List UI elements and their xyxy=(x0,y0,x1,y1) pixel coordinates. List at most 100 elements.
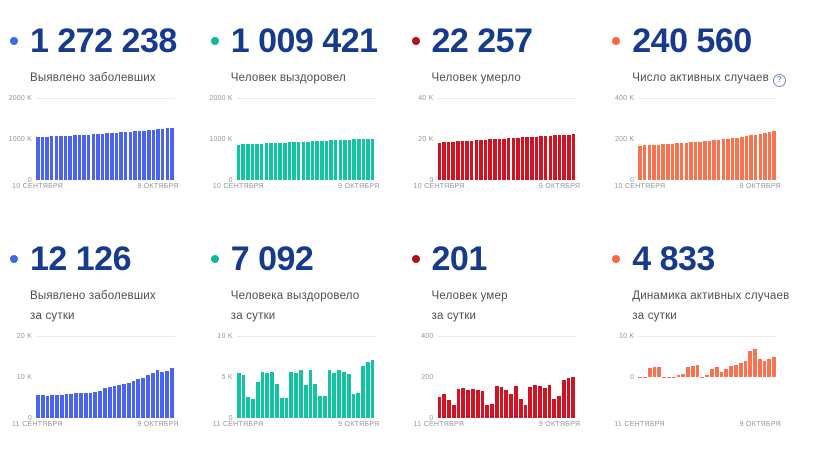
chart-bar xyxy=(456,388,461,418)
chart-bar xyxy=(506,138,511,180)
chart-x-axis: 11 СЕНТЯБРЯ 9 ОКТЯБРЯ xyxy=(414,421,581,428)
chart-bar xyxy=(137,131,142,180)
chart-bar xyxy=(36,137,40,180)
chart-bar xyxy=(657,366,662,377)
chart-bar xyxy=(479,140,483,180)
stat-label-line1: Выявлено заболевших xyxy=(30,72,156,84)
chart-bar xyxy=(474,140,479,180)
x-axis-start-label: 10 СЕНТЯБРЯ xyxy=(212,183,264,190)
stat-label-line2: за сутки xyxy=(230,310,276,322)
y-axis-tick-label: 1000 K xyxy=(8,135,32,143)
chart-bar xyxy=(712,140,716,180)
stat-dot xyxy=(10,37,18,45)
stat-label-line2: за сутки xyxy=(431,310,477,322)
chart-bar xyxy=(246,144,250,180)
y-axis-tick-label: 200 xyxy=(421,373,434,381)
chart-bar xyxy=(343,139,347,180)
chart-bar xyxy=(83,392,88,418)
chart-bar xyxy=(566,378,571,418)
stat-value: 7 092 xyxy=(230,239,314,278)
x-axis-start-label: 10 СЕНТЯБРЯ xyxy=(12,183,64,190)
stat-card: 22 257 Человек умерло 10 СЕНТЯБРЯ 9 ОКТЯ… xyxy=(410,22,607,240)
chart-bar xyxy=(107,387,112,418)
chart-bar xyxy=(447,399,451,418)
chart-bar xyxy=(55,395,59,418)
y-axis-tick-label: 20 K xyxy=(16,332,32,340)
chart-bar xyxy=(466,390,470,418)
chart-bar xyxy=(676,374,681,377)
chart-bar xyxy=(351,394,356,418)
chart-bar xyxy=(352,139,356,180)
chart-bar xyxy=(333,140,338,180)
chart-bar xyxy=(539,136,543,180)
chart-bar xyxy=(638,377,643,378)
chart-bar xyxy=(370,138,375,180)
chart-bar xyxy=(283,142,287,180)
chart-bar xyxy=(451,405,456,418)
chart-bar xyxy=(461,388,466,418)
chart-bar xyxy=(671,377,676,378)
chart-bar xyxy=(110,133,114,180)
chart-bar xyxy=(165,128,170,180)
stat-headline: 4 833 xyxy=(610,240,807,278)
chart-bar xyxy=(721,139,726,180)
chart-bar xyxy=(241,144,245,180)
x-axis-end-label: 9 ОКТЯБРЯ xyxy=(538,183,581,190)
chart-bar xyxy=(366,138,370,180)
chart-bar xyxy=(296,141,301,180)
chart-bar xyxy=(726,138,730,180)
chart-bar xyxy=(294,373,298,418)
stat-label-line1: Человек умер xyxy=(431,290,508,302)
daily-bar-chart: 10 СЕНТЯБРЯ 9 ОКТЯБРЯ 2000 K 1000 K 0 xyxy=(209,94,406,194)
chart-bar xyxy=(748,351,753,377)
chart-bar xyxy=(370,359,375,418)
stat-value: 1 272 238 xyxy=(30,21,177,60)
x-axis-end-label: 9 ОКТЯБРЯ xyxy=(338,183,380,190)
chart-bar xyxy=(69,393,74,418)
x-axis-end-label: 9 ОКТЯБРЯ xyxy=(739,183,781,190)
daily-bar-chart: 10 СЕНТЯБРЯ 9 ОКТЯБРЯ 2000 K 1000 K 0 xyxy=(8,94,205,194)
chart-bar xyxy=(557,135,562,180)
stat-value: 1 009 421 xyxy=(230,21,378,60)
chart-bar xyxy=(146,374,150,418)
chart-bar xyxy=(442,394,447,418)
chart-bar xyxy=(236,373,241,418)
chart-bar xyxy=(571,134,576,180)
daily-bar-chart: 11 СЕНТЯБРЯ 9 ОКТЯБРЯ 20 K 10 K 0 xyxy=(8,332,205,432)
chart-bar xyxy=(518,399,523,418)
chart-bar xyxy=(86,134,91,180)
chart-bar xyxy=(251,398,255,418)
stat-label-line2: за сутки xyxy=(30,310,75,322)
chart-bar xyxy=(499,387,504,418)
chart-bar xyxy=(710,369,714,377)
y-axis-tick-label: 40 K xyxy=(418,94,434,102)
chart-bar xyxy=(642,145,647,180)
stat-label: Человека выздоровело за сутки xyxy=(231,286,406,326)
chart-bar xyxy=(679,143,684,180)
chart-bar xyxy=(45,395,50,418)
daily-bar-chart: 10 СЕНТЯБРЯ 9 ОКТЯБРЯ 400 K 200 K 0 xyxy=(610,94,807,194)
chart-bar xyxy=(141,377,146,418)
chart-bar xyxy=(767,131,772,180)
y-axis-tick-label: 20 K xyxy=(418,135,434,143)
chart-bar xyxy=(437,396,442,418)
chart-bar xyxy=(160,372,165,418)
chart-bar xyxy=(259,143,264,180)
daily-bar-chart: 10 СЕНТЯБРЯ 9 ОКТЯБРЯ 40 K 20 K 0 xyxy=(410,94,607,194)
chart-bar xyxy=(40,395,45,418)
chart-bar xyxy=(246,397,251,418)
stat-dot xyxy=(612,255,621,263)
x-axis-end-label: 9 ОКТЯБРЯ xyxy=(137,421,179,428)
chart-bar xyxy=(483,139,488,180)
chart-bar xyxy=(255,382,260,418)
chart-bar xyxy=(265,372,270,418)
chart-bar xyxy=(45,136,49,180)
y-axis-tick-label: 0 xyxy=(429,414,434,422)
chart-bar xyxy=(767,359,772,377)
chart-bar xyxy=(698,141,702,180)
chart-top-gridline xyxy=(36,98,175,99)
help-icon[interactable]: ? xyxy=(772,73,786,87)
chart-bar xyxy=(250,144,255,180)
chart-top-gridline xyxy=(638,336,777,337)
chart-bar xyxy=(82,134,86,180)
